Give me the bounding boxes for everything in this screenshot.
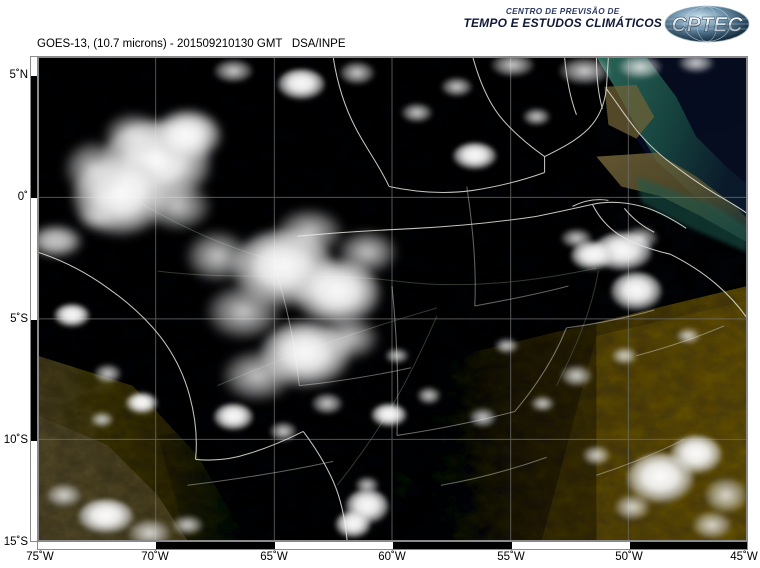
y-axis-tickband: [30, 56, 37, 542]
y-tick-label-5n: 5˚N: [9, 69, 28, 81]
x-tick-label-45w: 45˚W: [730, 551, 758, 563]
cptec-logo-icon: CPTEC: [664, 5, 750, 43]
y-tick-label-15s: 15˚S: [3, 536, 28, 548]
brand-line-2: TEMPO E ESTUDOS CLIMÁTICOS: [463, 15, 662, 30]
plot-inner-border: [38, 57, 747, 541]
x-tick-label-70w: 70˚W: [141, 551, 169, 563]
x-tick-label-75w: 75˚W: [26, 551, 54, 563]
x-tick-label-55w: 55˚W: [497, 551, 525, 563]
satellite-map-plot[interactable]: [37, 56, 748, 542]
cptec-logo-wordmark: CPTEC: [671, 14, 743, 37]
satellite-map-canvas: [38, 57, 747, 541]
y-tick-label-10s: 10˚S: [3, 434, 28, 446]
y-tick-label-0: 0˚: [17, 191, 28, 203]
x-band-3: [630, 542, 747, 549]
x-axis-tickband: [37, 542, 748, 550]
x-band-2: [393, 542, 512, 549]
map-layers: [38, 57, 747, 541]
y-band-1: [31, 76, 37, 198]
header-line-1: GOES-13, (10.7 microns) - 201509210130 G…: [37, 38, 346, 50]
x-tick-label-65w: 65˚W: [260, 551, 288, 563]
cptec-brand-text: CENTRO DE PREVISÃO DE TEMPO E ESTUDOS CL…: [463, 7, 662, 30]
x-tick-label-60w: 60˚W: [378, 551, 406, 563]
x-tick-label-50w: 50˚W: [615, 551, 643, 563]
brand-line-1: CENTRO DE PREVISÃO DE: [505, 7, 620, 16]
y-tick-label-5s: 5˚S: [10, 313, 28, 325]
y-band-2: [31, 320, 37, 441]
x-band-1: [156, 542, 275, 549]
cloud-layer: [38, 57, 747, 541]
